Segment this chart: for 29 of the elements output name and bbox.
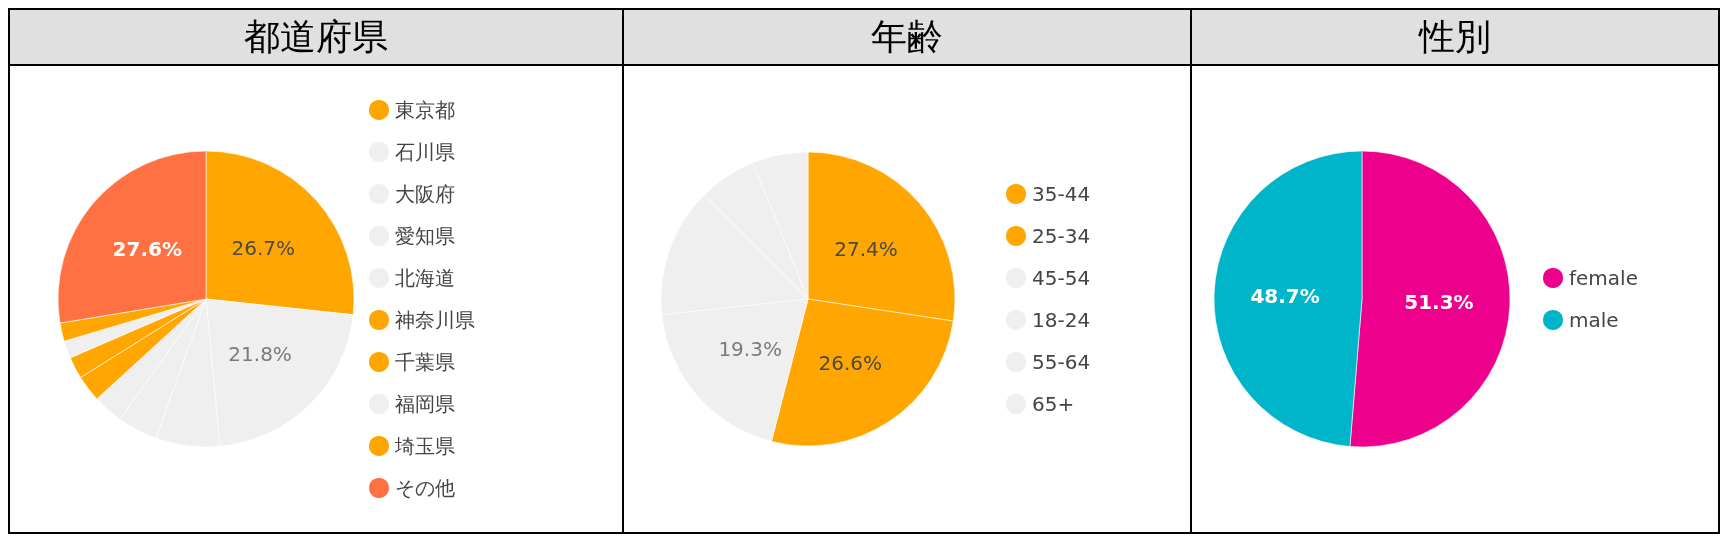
legend-label: male: [1569, 308, 1619, 332]
data-label: 19.3%: [718, 337, 782, 362]
data-label: 27.6%: [112, 237, 182, 262]
legend-label: 石川県: [395, 140, 455, 164]
legend-label: 25-34: [1032, 224, 1091, 248]
legend-label: 35-44: [1032, 182, 1091, 206]
legend-label: 大阪府: [395, 182, 455, 206]
legend-label: female: [1569, 266, 1638, 290]
chart-title: 性別: [1192, 10, 1718, 66]
legend-label: 18-24: [1032, 308, 1091, 332]
legend-label: 福岡県: [395, 392, 455, 416]
legend-label: 55-64: [1032, 350, 1091, 374]
legend-label: 45-54: [1032, 266, 1091, 290]
data-label: 27.4%: [834, 237, 898, 262]
legend-label: 東京都: [395, 98, 455, 122]
chart-title: 年齢: [624, 10, 1190, 66]
data-label: 48.7%: [1250, 283, 1320, 308]
data-label: 51.3%: [1404, 290, 1474, 315]
data-label: 26.6%: [818, 350, 882, 375]
legend-label: 愛知県: [395, 224, 455, 248]
legend-label: 神奈川県: [395, 308, 475, 332]
data-label: 26.7%: [231, 235, 296, 260]
legend-label: 65+: [1032, 392, 1075, 416]
legend-label: その他: [395, 476, 455, 500]
legend-label: 埼玉県: [394, 434, 455, 458]
data-label: 21.8%: [228, 341, 292, 366]
legend-label: 北海道: [395, 266, 455, 290]
legend-label: 千葉県: [395, 350, 455, 374]
chart-title: 都道府県: [10, 10, 622, 66]
